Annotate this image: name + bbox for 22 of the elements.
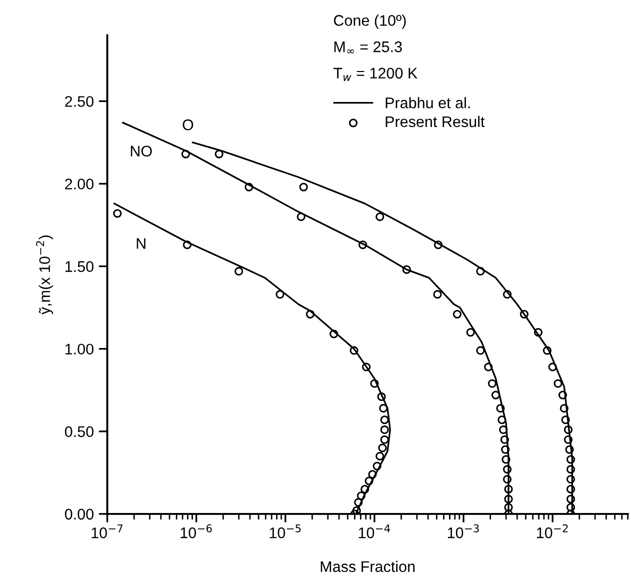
annotation: O — [182, 119, 194, 130]
x-tick-label: 10$^{−5}$ — [270, 524, 301, 538]
x-tick-label: 10$^{−4}$ — [358, 524, 390, 538]
x-tick-label: 10$^{−7}$ — [92, 524, 123, 538]
x-axis-title: Mass Fraction — [320, 560, 415, 572]
annotation: N — [136, 238, 146, 249]
y-tick-label: 1.50 — [66, 261, 94, 272]
annotation: NO — [130, 146, 152, 157]
text: Cone (10º) — [334, 14, 406, 29]
y-tick-label: 0.00 — [64, 508, 94, 520]
annotation: T$_{w}$ = 1200 K — [334, 68, 418, 81]
legend-label: Prabhu et al. — [386, 97, 470, 108]
x-tick-label: 10$^{−3}$ — [448, 524, 479, 538]
y-tick-label: 1.00 — [66, 344, 94, 355]
y-axis-title: ỹ,m(x 10$^{−2}$) — [36, 236, 54, 315]
y-tick-label: 0.50 — [64, 426, 94, 438]
x-tick-label: 10$^{−6}$ — [180, 524, 212, 538]
y-tick-label: 2.50 — [65, 96, 94, 107]
y-tick-label: 2.00 — [65, 178, 94, 190]
x-tick-label: 10$^{−2}$ — [537, 524, 568, 538]
annotation: M$_{∞}$ = 25.3 — [334, 41, 402, 54]
legend-label: Present Result — [386, 116, 485, 128]
